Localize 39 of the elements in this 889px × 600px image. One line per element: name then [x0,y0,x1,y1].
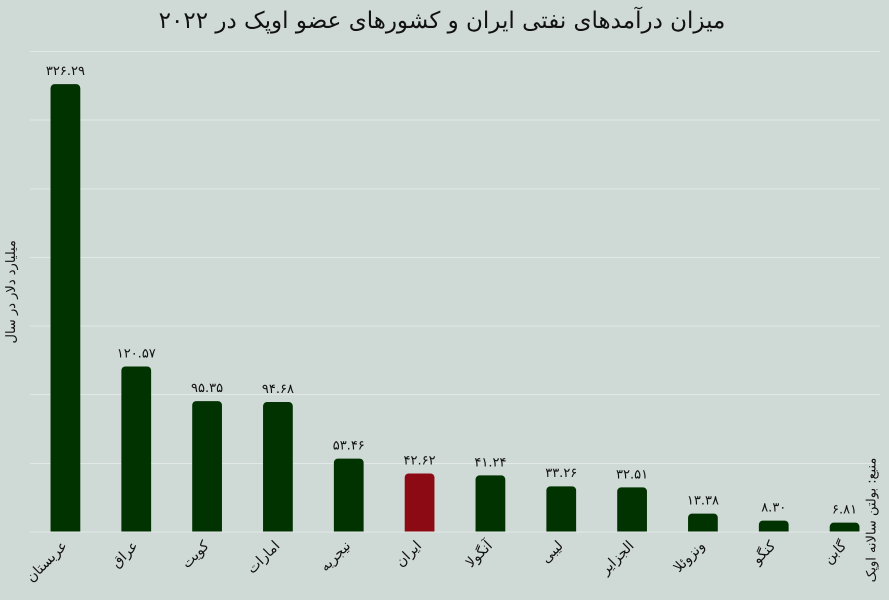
data-label: ۱۳.۳۸ [686,494,719,509]
x-tick-label: الجزایر [596,538,638,579]
chart-title: میزان درآمدهای نفتی ایران و کشورهای عضو اوپک در ۲۰۲۲ [158,6,726,34]
x-tick-label: عربستان [23,538,71,586]
x-tick-label: عراق [108,538,142,572]
data-label: ۳۲.۵۱ [616,467,648,482]
bar [758,520,789,532]
x-tick-label: ایران [392,538,425,570]
bar [404,474,434,532]
bar [192,401,222,532]
bar [50,84,80,532]
data-label: ۹۴.۶۸ [262,382,294,397]
bar [688,514,718,532]
data-label: ۸.۳۰ [761,500,786,516]
bar [263,402,293,532]
data-label: ۴۱.۲۴ [474,455,506,470]
data-label: ۶.۸۱ [832,502,858,518]
bar [546,486,576,532]
bar [476,475,506,532]
x-tick-label: آنگولا [461,536,497,572]
data-label: ۳۲۶.۲۹ [46,64,85,80]
bar [617,487,647,532]
data-label: ۳۳.۲۶ [545,466,578,482]
x-tick-label: ونزوئلا [670,538,708,576]
annotation: منبع: بولتن سالانه اوپک [864,458,880,582]
data-label: ۴۲.۶۲ [404,453,436,468]
y-axis-title: میلیارد دلار در سال [4,240,20,344]
bar [334,458,364,532]
bar [121,366,152,532]
bar [830,522,860,532]
data-label: ۱۲۰.۵۷ [116,346,156,362]
x-tick-label: لیبی [538,538,567,567]
data-label: ۵۳.۴۶ [332,438,365,454]
data-label: ۹۵.۳۵ [191,381,224,396]
x-tick-label: امارات [244,538,284,578]
x-tick-label: کنگو [748,537,780,568]
x-tick-label: کویت [178,538,213,572]
x-tick-label: نیجریه [317,538,354,576]
x-tick-label: گابن [820,537,850,568]
